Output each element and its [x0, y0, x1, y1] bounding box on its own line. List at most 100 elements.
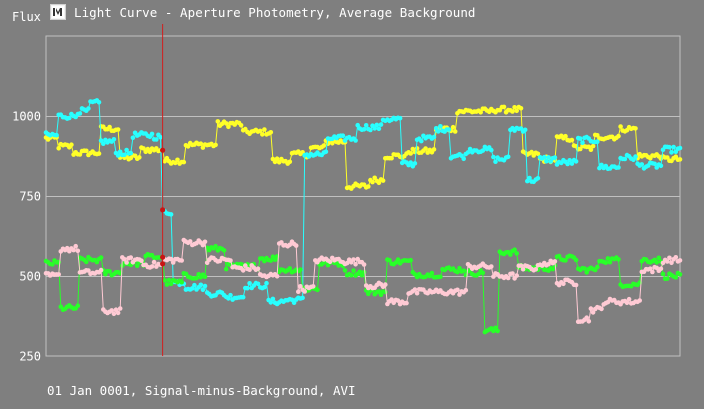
data-point [147, 149, 153, 155]
data-point [489, 264, 494, 269]
data-point [298, 284, 303, 289]
data-point [637, 298, 642, 303]
data-point [673, 275, 679, 280]
data-point [323, 149, 329, 154]
data-point [137, 155, 142, 160]
data-point [240, 268, 246, 273]
data-point [56, 272, 61, 277]
data-point [221, 248, 227, 253]
data-point [491, 154, 496, 160]
data-point [84, 148, 89, 154]
data-point [535, 151, 541, 157]
data-point [366, 184, 371, 189]
data-point [240, 294, 246, 300]
data-point [584, 270, 589, 275]
data-point [162, 278, 167, 283]
data-point [590, 143, 596, 149]
data-point [616, 165, 621, 170]
data-point [489, 147, 494, 153]
data-point [260, 132, 265, 137]
data-point [455, 287, 460, 293]
data-point [302, 289, 308, 294]
data-point [505, 275, 511, 281]
cursor-marker [160, 147, 166, 153]
data-point [262, 127, 267, 132]
data-point [86, 106, 91, 111]
cursor-marker [160, 207, 166, 213]
data-point [573, 282, 579, 288]
data-point [520, 266, 526, 272]
data-point [202, 283, 208, 289]
data-point [128, 150, 134, 156]
data-point [198, 282, 204, 288]
data-point [438, 274, 443, 280]
data-point [667, 144, 672, 150]
data-point [595, 139, 600, 144]
data-point [395, 298, 401, 303]
data-point [213, 142, 218, 148]
cursor-layer [160, 24, 166, 356]
data-point [69, 142, 74, 147]
data-point [315, 287, 320, 293]
data-point [378, 122, 384, 127]
data-point [361, 127, 367, 132]
data-point [296, 289, 301, 295]
data-point [677, 157, 683, 162]
data-point [122, 152, 127, 158]
data-point [202, 239, 208, 245]
data-point [431, 147, 437, 152]
data-point [149, 264, 155, 269]
data-point [529, 149, 534, 155]
data-point [565, 161, 570, 167]
data-point [247, 267, 252, 273]
y-tick-label: 250 [19, 350, 41, 364]
data-point [262, 284, 267, 290]
data-point [446, 127, 452, 132]
data-point [54, 132, 59, 138]
data-point [349, 273, 354, 278]
data-point [624, 300, 630, 306]
data-point [374, 122, 380, 128]
data-point [588, 147, 594, 152]
data-point [353, 262, 358, 267]
data-point [270, 296, 276, 302]
data-point [124, 147, 129, 153]
data-point [361, 270, 367, 275]
data-point [383, 289, 388, 295]
data-point [546, 261, 551, 267]
cursor-marker [160, 254, 166, 260]
data-point [264, 280, 269, 286]
data-point [552, 155, 558, 160]
data-point [603, 260, 609, 266]
data-point [141, 146, 146, 151]
data-point [255, 266, 261, 272]
data-point [633, 154, 638, 159]
data-point [419, 138, 424, 144]
data-point [164, 282, 170, 287]
data-point [414, 290, 420, 296]
data-point [215, 119, 221, 124]
data-point [452, 129, 458, 134]
data-point [412, 161, 418, 166]
data-point [372, 126, 378, 131]
data-point [626, 296, 632, 302]
data-point [658, 163, 664, 169]
data-point [198, 141, 204, 146]
data-point [192, 282, 197, 288]
data-point [667, 255, 672, 261]
data-point [450, 124, 456, 130]
window-title: Light Curve - Aperture Photometry, Avera… [74, 4, 476, 20]
data-point [351, 257, 356, 262]
data-point [480, 270, 486, 276]
data-point [223, 121, 229, 126]
y-axis-label: Flux [12, 10, 41, 24]
data-point [552, 259, 558, 264]
data-point [96, 100, 102, 105]
data-point [669, 260, 674, 266]
data-point [181, 159, 187, 165]
data-point [71, 247, 76, 253]
light-curve-app-icon[interactable] [50, 4, 66, 20]
data-point [56, 146, 61, 151]
data-point [544, 158, 549, 164]
